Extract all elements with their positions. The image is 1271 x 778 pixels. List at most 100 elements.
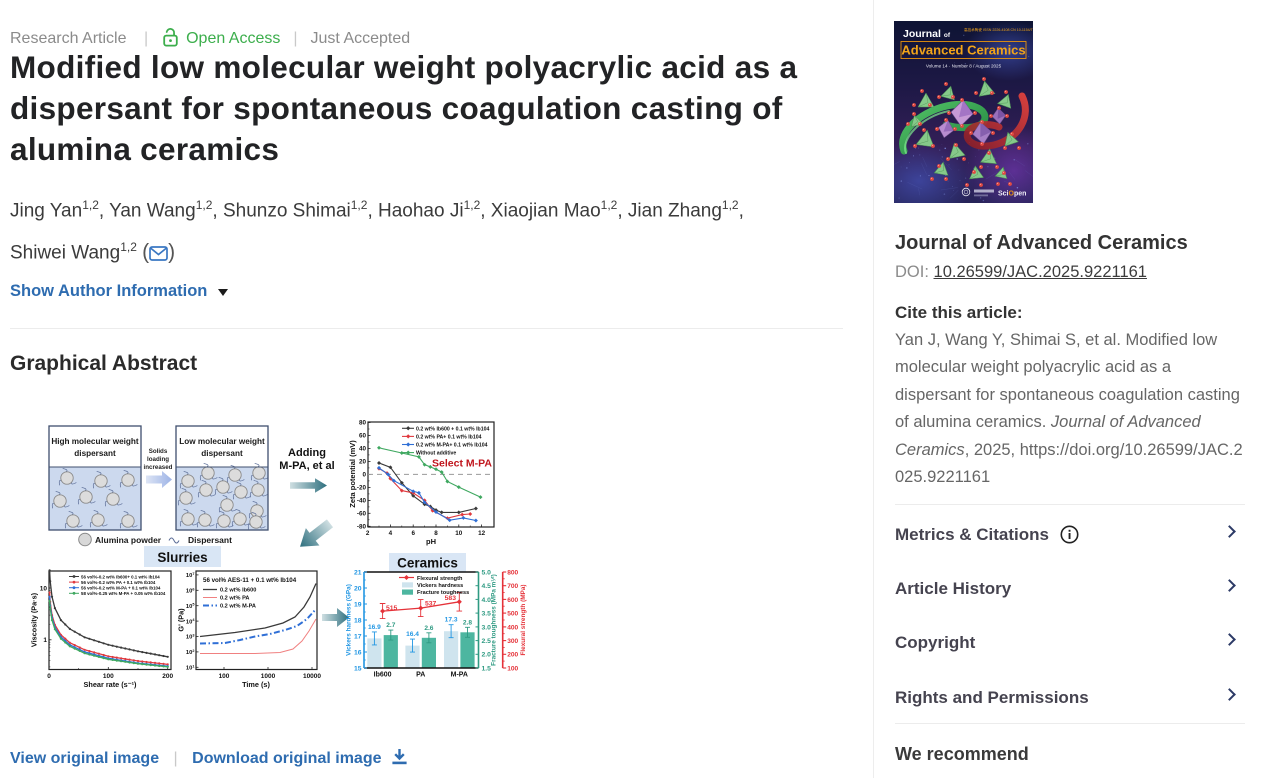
svg-text:2.8: 2.8 [463,619,472,626]
svg-text:537: 537 [425,601,437,608]
svg-text:101: 101 [186,664,195,671]
svg-text:1: 1 [43,637,47,644]
svg-text:Flexural strength: Flexural strength [417,576,463,582]
svg-text:pH: pH [426,537,436,546]
svg-text:High molecular weight: High molecular weight [51,437,139,446]
svg-text:12: 12 [478,530,486,537]
svg-text:increased: increased [144,464,173,471]
svg-text:Advanced Ceramics: Advanced Ceramics [901,43,1025,58]
svg-text:20: 20 [354,585,362,592]
svg-text:2.6: 2.6 [424,625,433,632]
svg-text:0.2 wt% PA: 0.2 wt% PA [220,596,249,602]
svg-text:80: 80 [359,420,367,427]
svg-text:16: 16 [354,649,362,656]
svg-text:18: 18 [354,617,362,624]
svg-text:100: 100 [103,673,114,680]
svg-text:17: 17 [354,633,362,640]
svg-text:0: 0 [362,472,366,479]
svg-text:8: 8 [434,530,438,537]
svg-text:10: 10 [40,585,48,592]
svg-text:58 vol%-0.25 wt% M-PA + 0.05 w: 58 vol%-0.25 wt% M-PA + 0.05 wt% Ib104 [81,591,166,596]
svg-text:0.2 wt% Ib600: 0.2 wt% Ib600 [220,588,256,594]
svg-text:5.0: 5.0 [482,569,492,576]
svg-text:G' (Pa): G' (Pa) [177,608,186,632]
svg-text:103: 103 [186,634,195,641]
svg-text:100: 100 [507,665,518,672]
svg-text:515: 515 [386,605,398,612]
svg-text:Dispersant: Dispersant [188,535,232,545]
svg-text:400: 400 [507,624,518,631]
svg-text:Vickers hardness (GPa): Vickers hardness (GPa) [346,584,353,656]
svg-text:1.5: 1.5 [482,665,492,672]
svg-text:17.3: 17.3 [445,617,458,624]
svg-text:1000: 1000 [261,673,276,680]
svg-text:2.0: 2.0 [482,652,492,659]
svg-text:10: 10 [455,530,463,537]
svg-text:800: 800 [507,569,518,576]
svg-text:583: 583 [445,595,457,602]
svg-text:dispersant: dispersant [74,449,116,458]
svg-text:loading: loading [147,456,169,463]
svg-text:15: 15 [354,665,362,672]
svg-text:105: 105 [186,603,195,610]
svg-text:2.7: 2.7 [386,622,395,629]
svg-text:Solids: Solids [149,448,168,455]
svg-text:Slurries: Slurries [157,550,207,565]
svg-text:2.5: 2.5 [482,638,492,645]
svg-text:56 vol%-0.2 wt% M-PA + 0.1 wt%: 56 vol%-0.2 wt% M-PA + 0.1 wt% Ib104 [81,586,161,591]
svg-text:200: 200 [162,673,173,680]
svg-text:19: 19 [354,601,362,608]
svg-text:56 vol% AES-11 + 0.1 wt% Ib104: 56 vol% AES-11 + 0.1 wt% Ib104 [203,577,297,584]
svg-text:Volume 14 · Number 8 / August: Volume 14 · Number 8 / August 2025 [926,64,1002,69]
svg-text:Journal of: Journal of [903,28,951,40]
svg-text:0.2 wt% Ib600 + 0.1 wt% Ib104: 0.2 wt% Ib600 + 0.1 wt% Ib104 [416,426,489,432]
svg-text:M-PA, et al: M-PA, et al [279,460,334,472]
svg-text:2: 2 [366,530,370,537]
svg-text:Without additive: Without additive [416,451,456,457]
svg-text:Zeta potential (mV): Zeta potential (mV) [348,440,357,508]
svg-text:-80: -80 [357,524,367,531]
svg-text:300: 300 [507,638,518,645]
svg-text:104: 104 [186,618,195,625]
svg-text:100: 100 [219,673,230,680]
svg-text:M-PA: M-PA [451,672,468,679]
svg-text:500: 500 [507,611,518,618]
svg-text:56 vol%-0.2 wt% Ib600+ 0.1 wt%: 56 vol%-0.2 wt% Ib600+ 0.1 wt% Ib104 [81,574,160,579]
svg-text:56 vol%-0.2 wt% PA + 0.1 wt% I: 56 vol%-0.2 wt% PA + 0.1 wt% Ib104 [81,580,156,585]
svg-text:Fracture toughness: Fracture toughness [417,590,469,596]
svg-text:4.0: 4.0 [482,597,492,604]
svg-text:106: 106 [186,587,195,594]
svg-text:3.0: 3.0 [482,624,492,631]
svg-text:6: 6 [411,530,415,537]
svg-text:4: 4 [389,530,393,537]
svg-text:40: 40 [359,446,367,453]
svg-text:Vickers hardness: Vickers hardness [417,583,463,589]
svg-text:dispersant: dispersant [201,449,243,458]
svg-text:20: 20 [359,459,367,466]
svg-text:16.9: 16.9 [368,624,381,631]
svg-text:3.5: 3.5 [482,611,492,618]
svg-text:Low molecular weight: Low molecular weight [179,437,265,446]
svg-text:Time (s): Time (s) [242,680,270,689]
svg-text:0.2 wt% M-PA+ 0.1 wt% Ib104: 0.2 wt% M-PA+ 0.1 wt% Ib104 [416,443,488,449]
svg-text:高技术陶瓷 ISSN 2226-4108 CN 10-1: 高技术陶瓷 ISSN 2226-4108 CN 10-1154/TQ [964,27,1033,32]
svg-text:PA: PA [416,672,425,679]
svg-text:Select M-PA: Select M-PA [432,458,492,470]
svg-text:SciOpen: SciOpen [998,191,1026,198]
svg-text:16.4: 16.4 [406,631,419,638]
svg-text:Fracture toughness (MPa m¹﻿∕²): Fracture toughness (MPa m¹﻿∕²) [491,574,498,666]
svg-text:Viscosity (Pa·s): Viscosity (Pa·s) [30,592,39,647]
svg-text:4.5: 4.5 [482,583,492,590]
svg-text:0.2 wt% PA+ 0.1 wt% Ib104: 0.2 wt% PA+ 0.1 wt% Ib104 [416,434,482,440]
svg-text:Ib600: Ib600 [374,672,392,679]
svg-text:Shear rate (s⁻¹): Shear rate (s⁻¹) [84,680,137,689]
svg-text:-20: -20 [357,485,367,492]
svg-text:Adding: Adding [288,447,326,459]
svg-text:700: 700 [507,583,518,590]
svg-text:Flexural strength (MPa): Flexural strength (MPa) [520,584,527,655]
svg-text:200: 200 [507,652,518,659]
svg-text:21: 21 [354,569,362,576]
svg-text:10000: 10000 [303,673,321,680]
svg-text:60: 60 [359,433,367,440]
svg-text:107: 107 [186,572,195,579]
